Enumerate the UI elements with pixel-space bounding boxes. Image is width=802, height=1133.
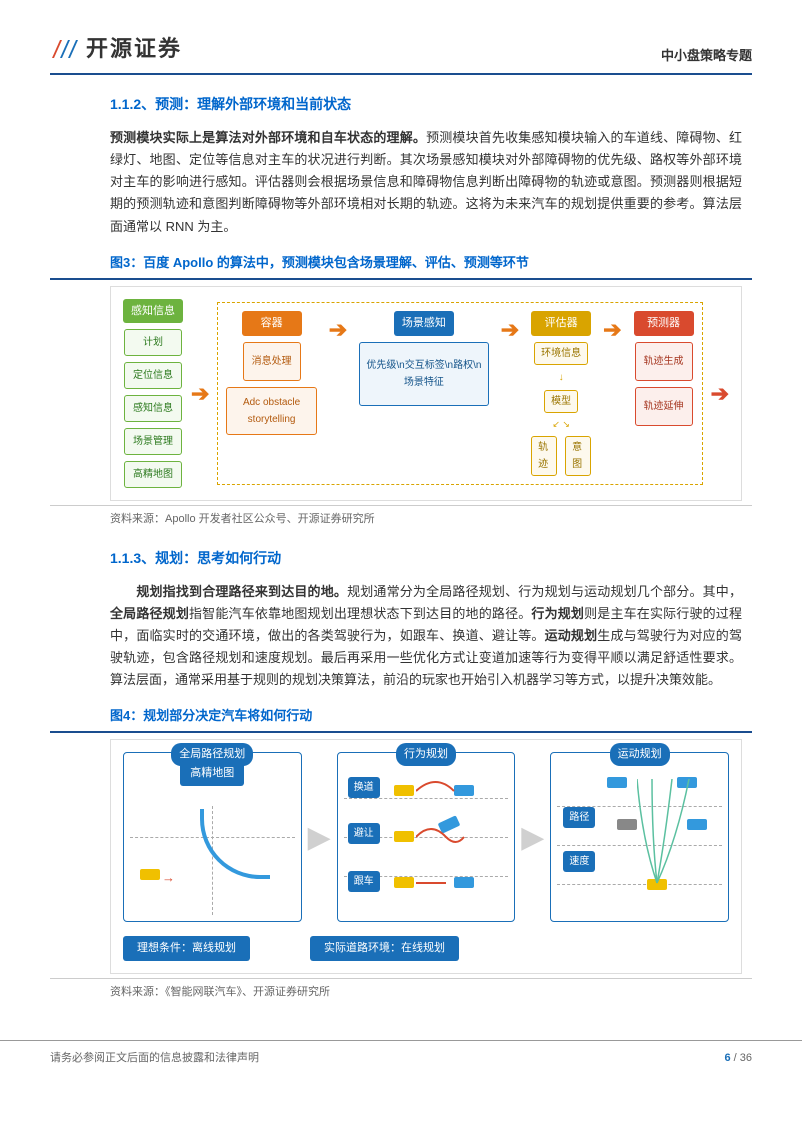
page-number: 6 / 36: [724, 1049, 752, 1068]
fig3-col5: 预测器 轨迹生成 轨迹延伸: [634, 311, 694, 426]
section-113-title: 1.1.3、规划：思考如何行动: [50, 547, 752, 571]
arrow-icon: ➔: [191, 375, 209, 412]
fig4-bottom-label-1: 理想条件：离线规划: [123, 936, 250, 961]
fig3-diagram: 感知信息 计划 定位信息 感知信息 场景管理 高精地图 ➔ 容器 消息处理 Ad…: [110, 286, 742, 502]
section-112-title: 1.1.2、预测：理解外部环境和当前状态: [50, 93, 752, 117]
arrow-big-icon: ▶: [308, 812, 331, 863]
arrow-big-icon: ▶: [521, 812, 544, 863]
fig4-bottom-label-2: 实际道路环境：在线规划: [310, 936, 459, 961]
section-112-body: 预测模块实际上是算法对外部环境和自车状态的理解。预测模块首先收集感知模块输入的车…: [50, 127, 752, 237]
company-name: 开源证券: [86, 30, 182, 67]
fig3-title: 图3：百度 Apollo 的算法中，预测模块包含场景理解、评估、预测等环节: [50, 252, 752, 280]
company-logo: 开源证券: [50, 30, 182, 67]
section-113-body: 规划指找到合理路径来到达目的地。规划通常分为全局路径规划、行为规划与运动规划几个…: [50, 581, 752, 691]
fig4-panel2: 行为规划 换道 避让 跟车: [337, 752, 516, 922]
arrow-icon: ➔: [603, 311, 621, 348]
fig4-diagram: 全局路径规划 高精地图 → ▶ 行为规划 换道 避让 跟车: [110, 739, 742, 974]
doc-type: 中小盘策略专题: [661, 45, 752, 67]
fig4-panel1: 全局路径规划 高精地图 →: [123, 752, 302, 922]
disclaimer: 请务必参阅正文后面的信息披露和法律声明: [50, 1049, 259, 1068]
arrow-icon: ➔: [501, 311, 519, 348]
fig4-source: 资料来源：《智能网联汽车》、开源证券研究所: [50, 978, 752, 1002]
fig3-col1: 感知信息 计划 定位信息 感知信息 场景管理 高精地图: [123, 299, 183, 489]
fig3-source: 资料来源：Apollo 开发者社区公众号、开源证券研究所: [50, 505, 752, 529]
arrow-icon: ➔: [711, 375, 729, 412]
fig3-col3: 场景感知 优先级\n交互标签\n路权\n场景特征: [359, 311, 489, 406]
fig3-dashed-container: 容器 消息处理 Adc obstacle storytelling ➔ 场景感知…: [217, 302, 702, 485]
arrow-icon: ➔: [329, 311, 347, 348]
fig3-col4: 评估器 环境信息 ↓ 模型 ↙ ↘ 轨迹 意图: [531, 311, 591, 476]
fig3-col2: 容器 消息处理 Adc obstacle storytelling: [226, 311, 316, 435]
fig4-panel3: 运动规划 路径 速度: [550, 752, 729, 922]
logo-icon: [50, 34, 80, 64]
page-header: 开源证券 中小盘策略专题: [50, 30, 752, 75]
page-footer: 请务必参阅正文后面的信息披露和法律声明 6 / 36: [0, 1040, 802, 1076]
fig4-title: 图4：规划部分决定汽车将如何行动: [50, 705, 752, 733]
